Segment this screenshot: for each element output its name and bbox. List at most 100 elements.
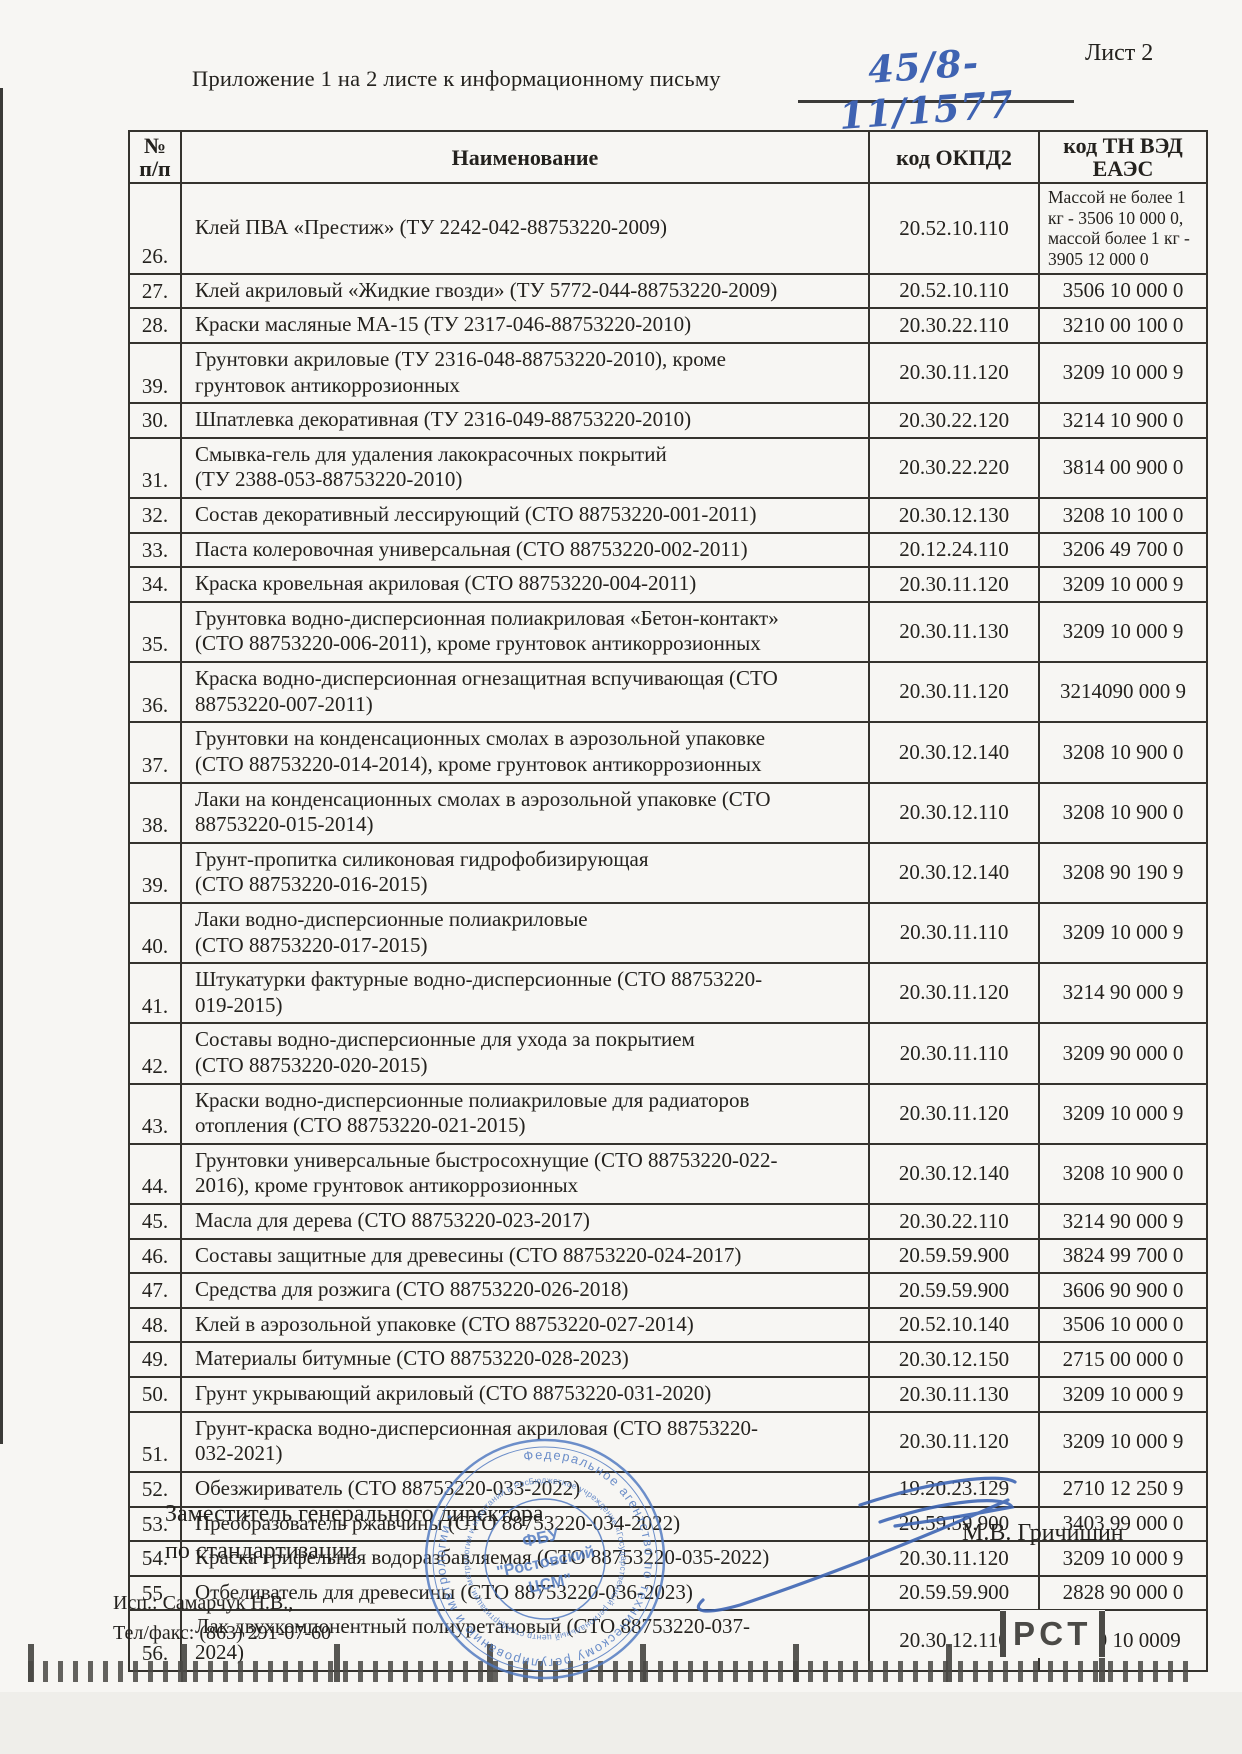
rst-letters: РСТ [1013, 1615, 1093, 1652]
product-name-cell: Лак двухкомпонентный полиуретановый (СТО… [180, 1609, 870, 1672]
product-name-cell: Грунт укрывающий акриловый (СТО 88753220… [180, 1376, 870, 1413]
product-name-cell: Грунтовки акриловые (ТУ 2316-048-8875322… [180, 341, 870, 405]
scan-bottom-shade [0, 1692, 1242, 1754]
product-name-cell: Материалы битумные (СТО 88753220-028-202… [180, 1341, 870, 1379]
rst-right-bar [1099, 1611, 1106, 1657]
tnved-code-cell: 3208 10 900 0 [1038, 1142, 1208, 1206]
okpd2-code-cell: 20.30.11.120 [868, 1540, 1040, 1577]
table-row: 39. Грунт-пропитка силиконовая гидрофоби… [128, 841, 1208, 904]
tnved-code-cell: 3208 10 900 0 [1038, 721, 1208, 784]
rst-left-bar [1000, 1611, 1006, 1657]
row-number-cell: 51. [128, 1410, 182, 1473]
table-row: 52. Обезжириватель (СТО 88753220-033-202… [128, 1470, 1208, 1508]
tnved-code-cell: 3214 10 900 0 [1038, 402, 1208, 439]
table-row: 35. Грунтовка водно-дисперсионная полиак… [128, 600, 1208, 664]
column-header-name: Наименование [180, 129, 870, 185]
table-row: 36. Краска водно-дисперсионная огнезащит… [128, 661, 1208, 724]
row-number-cell: 55. [128, 1574, 182, 1612]
row-number-cell: 54. [128, 1540, 182, 1577]
sheet-number-label: Лист 2 [1085, 40, 1154, 66]
table-row: 42. Составы водно-дисперсионные для уход… [128, 1022, 1208, 1085]
tnved-code-cell: 2715 00 000 0 [1038, 1341, 1208, 1379]
table-row: 26. Клей ПВА «Престиж» (ТУ 2242-042-8875… [128, 182, 1208, 275]
stamp-outer-circle [424, 1438, 666, 1680]
tnved-code-cell: 3209 10 000 9 [1038, 600, 1208, 664]
row-number-cell: 28. [128, 307, 182, 344]
product-name-cell: Краска кровельная акриловая (СТО 8875322… [180, 566, 870, 603]
product-codes-table: № п/п Наименование код ОКПД2 код ТН ВЭД … [128, 129, 1208, 1672]
okpd2-code-cell: 20.52.10.110 [868, 272, 1040, 310]
stamp-center-line1: ФБУ [521, 1525, 561, 1551]
row-number-cell: 31. [128, 436, 182, 500]
row-number-cell: 49. [128, 1341, 182, 1379]
row-number-cell: 30. [128, 402, 182, 439]
okpd2-code-cell: 20.30.12.140 [868, 1142, 1040, 1206]
table-row: 34. Краска кровельная акриловая (СТО 887… [128, 566, 1208, 603]
signer-name: М.В. Гричишин [962, 1520, 1124, 1546]
tnved-code-cell: 3209 90 000 0 [1038, 1022, 1208, 1085]
okpd2-code-cell: 20.59.59.900 [868, 1272, 1040, 1309]
table-row: 41. Штукатурки фактурные водно-дисперсио… [128, 962, 1208, 1025]
product-name-cell: Клей в аэрозольной упаковке (СТО 8875322… [180, 1306, 870, 1344]
product-name-cell: Краски водно-дисперсионные полиакриловые… [180, 1082, 870, 1145]
row-number-cell: 37. [128, 721, 182, 784]
tnved-code-cell: 3209 10 000 9 [1038, 1082, 1208, 1145]
row-number-cell: 34. [128, 566, 182, 603]
okpd2-code-cell: 20.30.12.140 [868, 721, 1040, 784]
row-number-cell: 26. [128, 182, 182, 275]
table-row: 54. Краска грифельная водоразбавляемая (… [128, 1540, 1208, 1577]
table-row: 37. Грунтовки на конденсационных смолах … [128, 721, 1208, 784]
row-number-cell: 53. [128, 1505, 182, 1543]
product-name-cell: Клей ПВА «Престиж» (ТУ 2242-042-88753220… [180, 182, 870, 275]
row-number-cell: 39. [128, 841, 182, 904]
row-number-cell: 38. [128, 781, 182, 844]
okpd2-code-cell: 20.30.22.220 [868, 436, 1040, 500]
column-header-okpd2: код ОКПД2 [868, 129, 1040, 185]
tnved-code-cell: 3209 10 000 9 [1038, 341, 1208, 405]
okpd2-code-cell: 20.30.22.110 [868, 1203, 1040, 1240]
tnved-code-cell: 3209 10 000 9 [1038, 901, 1208, 965]
table-row: 40. Лаки водно-дисперсионные полиакрилов… [128, 901, 1208, 965]
product-name-cell: Грунт-пропитка силиконовая гидрофобизиру… [180, 841, 870, 904]
row-number-cell: 46. [128, 1237, 182, 1275]
product-name-cell: Грунтовки на конденсационных смолах в аэ… [180, 721, 870, 784]
table-body: 26. Клей ПВА «Престиж» (ТУ 2242-042-8875… [128, 182, 1208, 1672]
table-row: 30. Шпатлевка декоративная (ТУ 2316-049-… [128, 402, 1208, 439]
fax-scan-tick-strip [28, 1644, 1194, 1682]
okpd2-code-cell: 20.12.24.110 [868, 531, 1040, 569]
product-name-cell: Масла для дерева (СТО 88753220-023-2017) [180, 1203, 870, 1240]
tnved-code-cell: 3214 90 000 9 [1038, 1203, 1208, 1240]
table-row: 50. Грунт укрывающий акриловый (СТО 8875… [128, 1376, 1208, 1413]
tnved-code-cell: 3209 10 000 9 [1038, 1540, 1208, 1577]
column-header-tnved: код ТН ВЭД ЕАЭС [1038, 129, 1208, 185]
table-row: 27. Клей акриловый «Жидкие гвозди» (ТУ 5… [128, 272, 1208, 310]
table-row: 31. Смывка-гель для удаления лакокрасочн… [128, 436, 1208, 500]
okpd2-code-cell: 20.30.12.140 [868, 841, 1040, 904]
row-number-cell: 27. [128, 272, 182, 310]
phone-line: Тел/факс: (863) 291-07-60 [113, 1622, 331, 1644]
rst-certification-mark: РСТ [1000, 1610, 1106, 1658]
product-name-cell: Краска водно-дисперсионная огнезащитная … [180, 661, 870, 724]
product-name-cell: Штукатурки фактурные водно-дисперсионные… [180, 962, 870, 1025]
tnved-code-cell: 3814 00 900 0 [1038, 436, 1208, 500]
okpd2-code-cell: 20.52.10.140 [868, 1306, 1040, 1344]
table-row: 33. Паста колеровочная универсальная (СТ… [128, 531, 1208, 569]
okpd2-code-cell: 20.30.11.120 [868, 566, 1040, 603]
row-number-cell: 40. [128, 901, 182, 965]
product-name-cell: Средства для розжига (СТО 88753220-026-2… [180, 1272, 870, 1309]
executor-line: Исп.: Самарчук Н.В., [113, 1592, 294, 1614]
okpd2-code-cell: 20.30.11.130 [868, 600, 1040, 664]
tnved-code-cell: 3208 10 900 0 [1038, 781, 1208, 844]
row-number-cell: 35. [128, 600, 182, 664]
table-row: 44. Грунтовки универсальные быстросохнущ… [128, 1142, 1208, 1206]
okpd2-code-cell: 20.59.59.900 [868, 1574, 1040, 1612]
okpd2-code-cell: 20.30.11.120 [868, 341, 1040, 405]
row-number-cell: 41. [128, 962, 182, 1025]
row-number-cell: 45. [128, 1203, 182, 1240]
tnved-code-cell: 2710 12 250 9 [1038, 1470, 1208, 1508]
row-number-cell: 42. [128, 1022, 182, 1085]
product-name-cell: Обезжириватель (СТО 88753220-033-2022) [180, 1470, 870, 1508]
product-name-cell: Составы водно-дисперсионные для ухода за… [180, 1022, 870, 1085]
tnved-code-cell: 3824 99 700 0 [1038, 1237, 1208, 1275]
